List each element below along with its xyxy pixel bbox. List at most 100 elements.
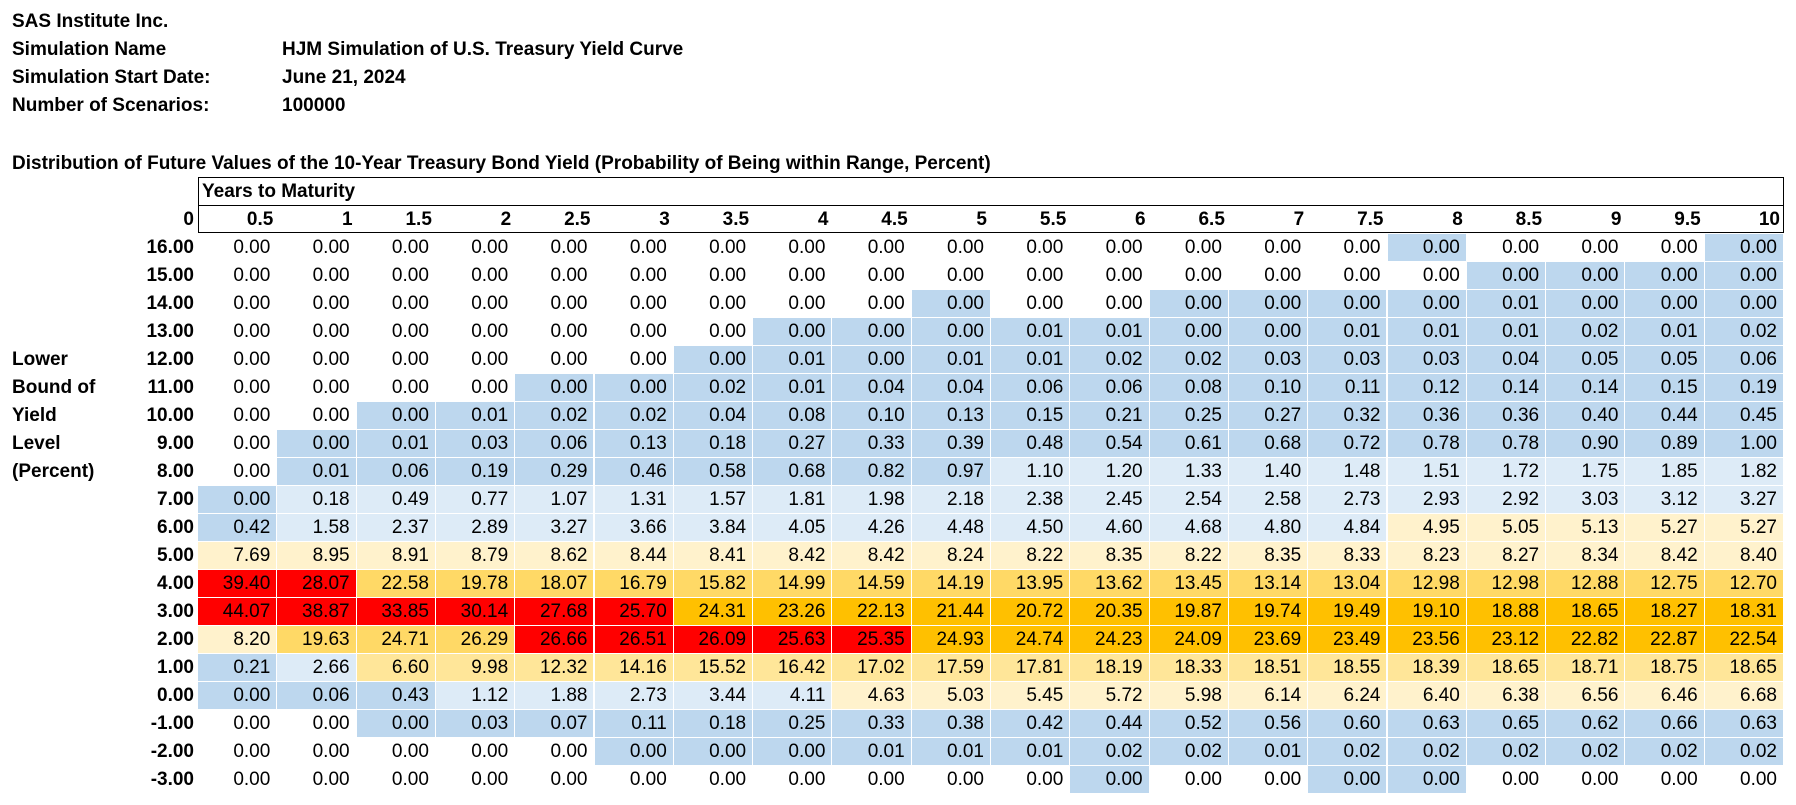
table-cell: 13.14: [1228, 570, 1309, 598]
table-cell: 23.26: [753, 598, 833, 626]
table-cell: 0.00: [356, 318, 436, 346]
column-header: 8: [1452, 209, 1463, 230]
table-cell: 0.00: [991, 290, 1071, 318]
table-cell: 4.50: [991, 514, 1071, 542]
table-cell: 44.07: [198, 598, 278, 626]
table-cell: 14.16: [594, 654, 674, 682]
table-cell: 0.00: [1308, 290, 1388, 318]
table-cell: 0.00: [435, 766, 516, 794]
table-cell: 0.04: [911, 374, 991, 402]
table-cell: 25.35: [832, 626, 912, 654]
table-cell: 0.00: [356, 374, 436, 402]
table-cell: 0.00: [198, 402, 278, 430]
table-cell: 0.00: [594, 318, 674, 346]
table-cell: 0.06: [1070, 374, 1150, 402]
table-cell: 0.01: [435, 402, 516, 430]
table-cell: 6.68: [1704, 682, 1784, 710]
table-cell: 0.39: [911, 430, 991, 458]
simulation-name-label: Simulation Name: [12, 39, 167, 60]
table-cell: 8.79: [435, 542, 516, 570]
table-cell: 0.00: [753, 318, 833, 346]
table-cell: 1.82: [1704, 458, 1784, 486]
table-cell: 8.33: [1308, 542, 1388, 570]
table-cell: 39.40: [198, 570, 278, 598]
table-cell: 0.36: [1466, 402, 1547, 430]
table-cell: 0.02: [1466, 738, 1547, 766]
table-cell: 2.89: [435, 514, 516, 542]
table-cell: 22.82: [1546, 626, 1626, 654]
table-cell: 0.65: [1466, 710, 1547, 738]
table-cell: 0.00: [1387, 262, 1467, 290]
table-cell: 2.58: [1228, 486, 1309, 514]
table-cell: 0.01: [277, 458, 357, 486]
table-cell: 0.18: [673, 710, 754, 738]
table-cell: 8.40: [1704, 542, 1784, 570]
table-cell: 6.14: [1228, 682, 1309, 710]
row-label: 4.00: [157, 573, 194, 594]
table-cell: 12.88: [1546, 570, 1626, 598]
column-header: 1.5: [405, 209, 432, 230]
row-axis-label-line: (Percent): [12, 461, 95, 482]
table-cell: 0.00: [1625, 234, 1705, 262]
table-cell: 3.12: [1625, 486, 1705, 514]
table-cell: 1.81: [753, 486, 833, 514]
table-cell: 0.00: [753, 766, 833, 794]
table-cell: 0.18: [673, 430, 754, 458]
table-cell: 0.36: [1387, 402, 1467, 430]
table-cell: 0.00: [277, 290, 357, 318]
table-title: Distribution of Future Values of the 10-…: [12, 153, 991, 174]
table-cell: 0.00: [1704, 262, 1784, 290]
table-cell: 0.03: [435, 430, 516, 458]
table-cell: 3.84: [673, 514, 754, 542]
column-header: 5.5: [1039, 209, 1067, 230]
table-cell: 8.24: [911, 542, 991, 570]
row-label: 1.00: [157, 657, 194, 678]
table-cell: 0.01: [356, 430, 436, 458]
row-label: -2.00: [150, 741, 194, 762]
table-cell: 0.01: [1466, 318, 1547, 346]
table-cell: 0.14: [1546, 374, 1626, 402]
table-cell: 0.02: [594, 402, 674, 430]
table-cell: 0.02: [1625, 738, 1705, 766]
table-cell: 1.88: [515, 682, 595, 710]
table-cell: 0.62: [1546, 710, 1626, 738]
table-cell: 0.03: [1228, 346, 1309, 374]
table-cell: 0.04: [1466, 346, 1547, 374]
table-cell: 0.00: [198, 486, 278, 514]
table-cell: 0.01: [911, 346, 991, 374]
table-cell: 0.72: [1308, 430, 1388, 458]
table-cell: 19.78: [435, 570, 516, 598]
table-cell: 18.65: [1466, 654, 1547, 682]
table-cell: 0.02: [1070, 738, 1150, 766]
table-cell: 8.44: [594, 542, 674, 570]
table-cell: 0.00: [594, 234, 674, 262]
column-header: 5: [976, 209, 987, 230]
table-cell: 0.90: [1546, 430, 1626, 458]
table-cell: 0.00: [198, 290, 278, 318]
table-cell: 4.68: [1149, 514, 1229, 542]
table-cell: 2.73: [1308, 486, 1388, 514]
table-cell: 22.54: [1704, 626, 1784, 654]
table-cell: 0.00: [515, 374, 595, 402]
table-cell: 0.00: [277, 346, 357, 374]
table-cell: 8.91: [356, 542, 436, 570]
column-header: 3.5: [722, 209, 750, 230]
simulation-name-row: Simulation Name HJM Simulation of U.S. Tr…: [12, 36, 683, 64]
table-cell: 0.54: [1070, 430, 1150, 458]
column-header: 6: [1135, 209, 1146, 230]
table-cell: 14.99: [753, 570, 833, 598]
table-cell: 17.81: [991, 654, 1071, 682]
table-cell: 0.03: [435, 710, 516, 738]
table-cell: 5.72: [1070, 682, 1150, 710]
table-cell: 0.00: [515, 318, 595, 346]
table-cell: 17.59: [911, 654, 991, 682]
table-cell: 0.00: [594, 346, 674, 374]
table-cell: 2.66: [277, 654, 357, 682]
table-cell: 14.19: [911, 570, 991, 598]
table-cell: 27.68: [515, 598, 595, 626]
table-cell: 0.00: [673, 234, 754, 262]
table-cell: 0.00: [198, 766, 278, 794]
row-axis-label-line: Lower: [12, 349, 68, 370]
table-cell: 12.98: [1387, 570, 1467, 598]
table-cell: 18.07: [515, 570, 595, 598]
